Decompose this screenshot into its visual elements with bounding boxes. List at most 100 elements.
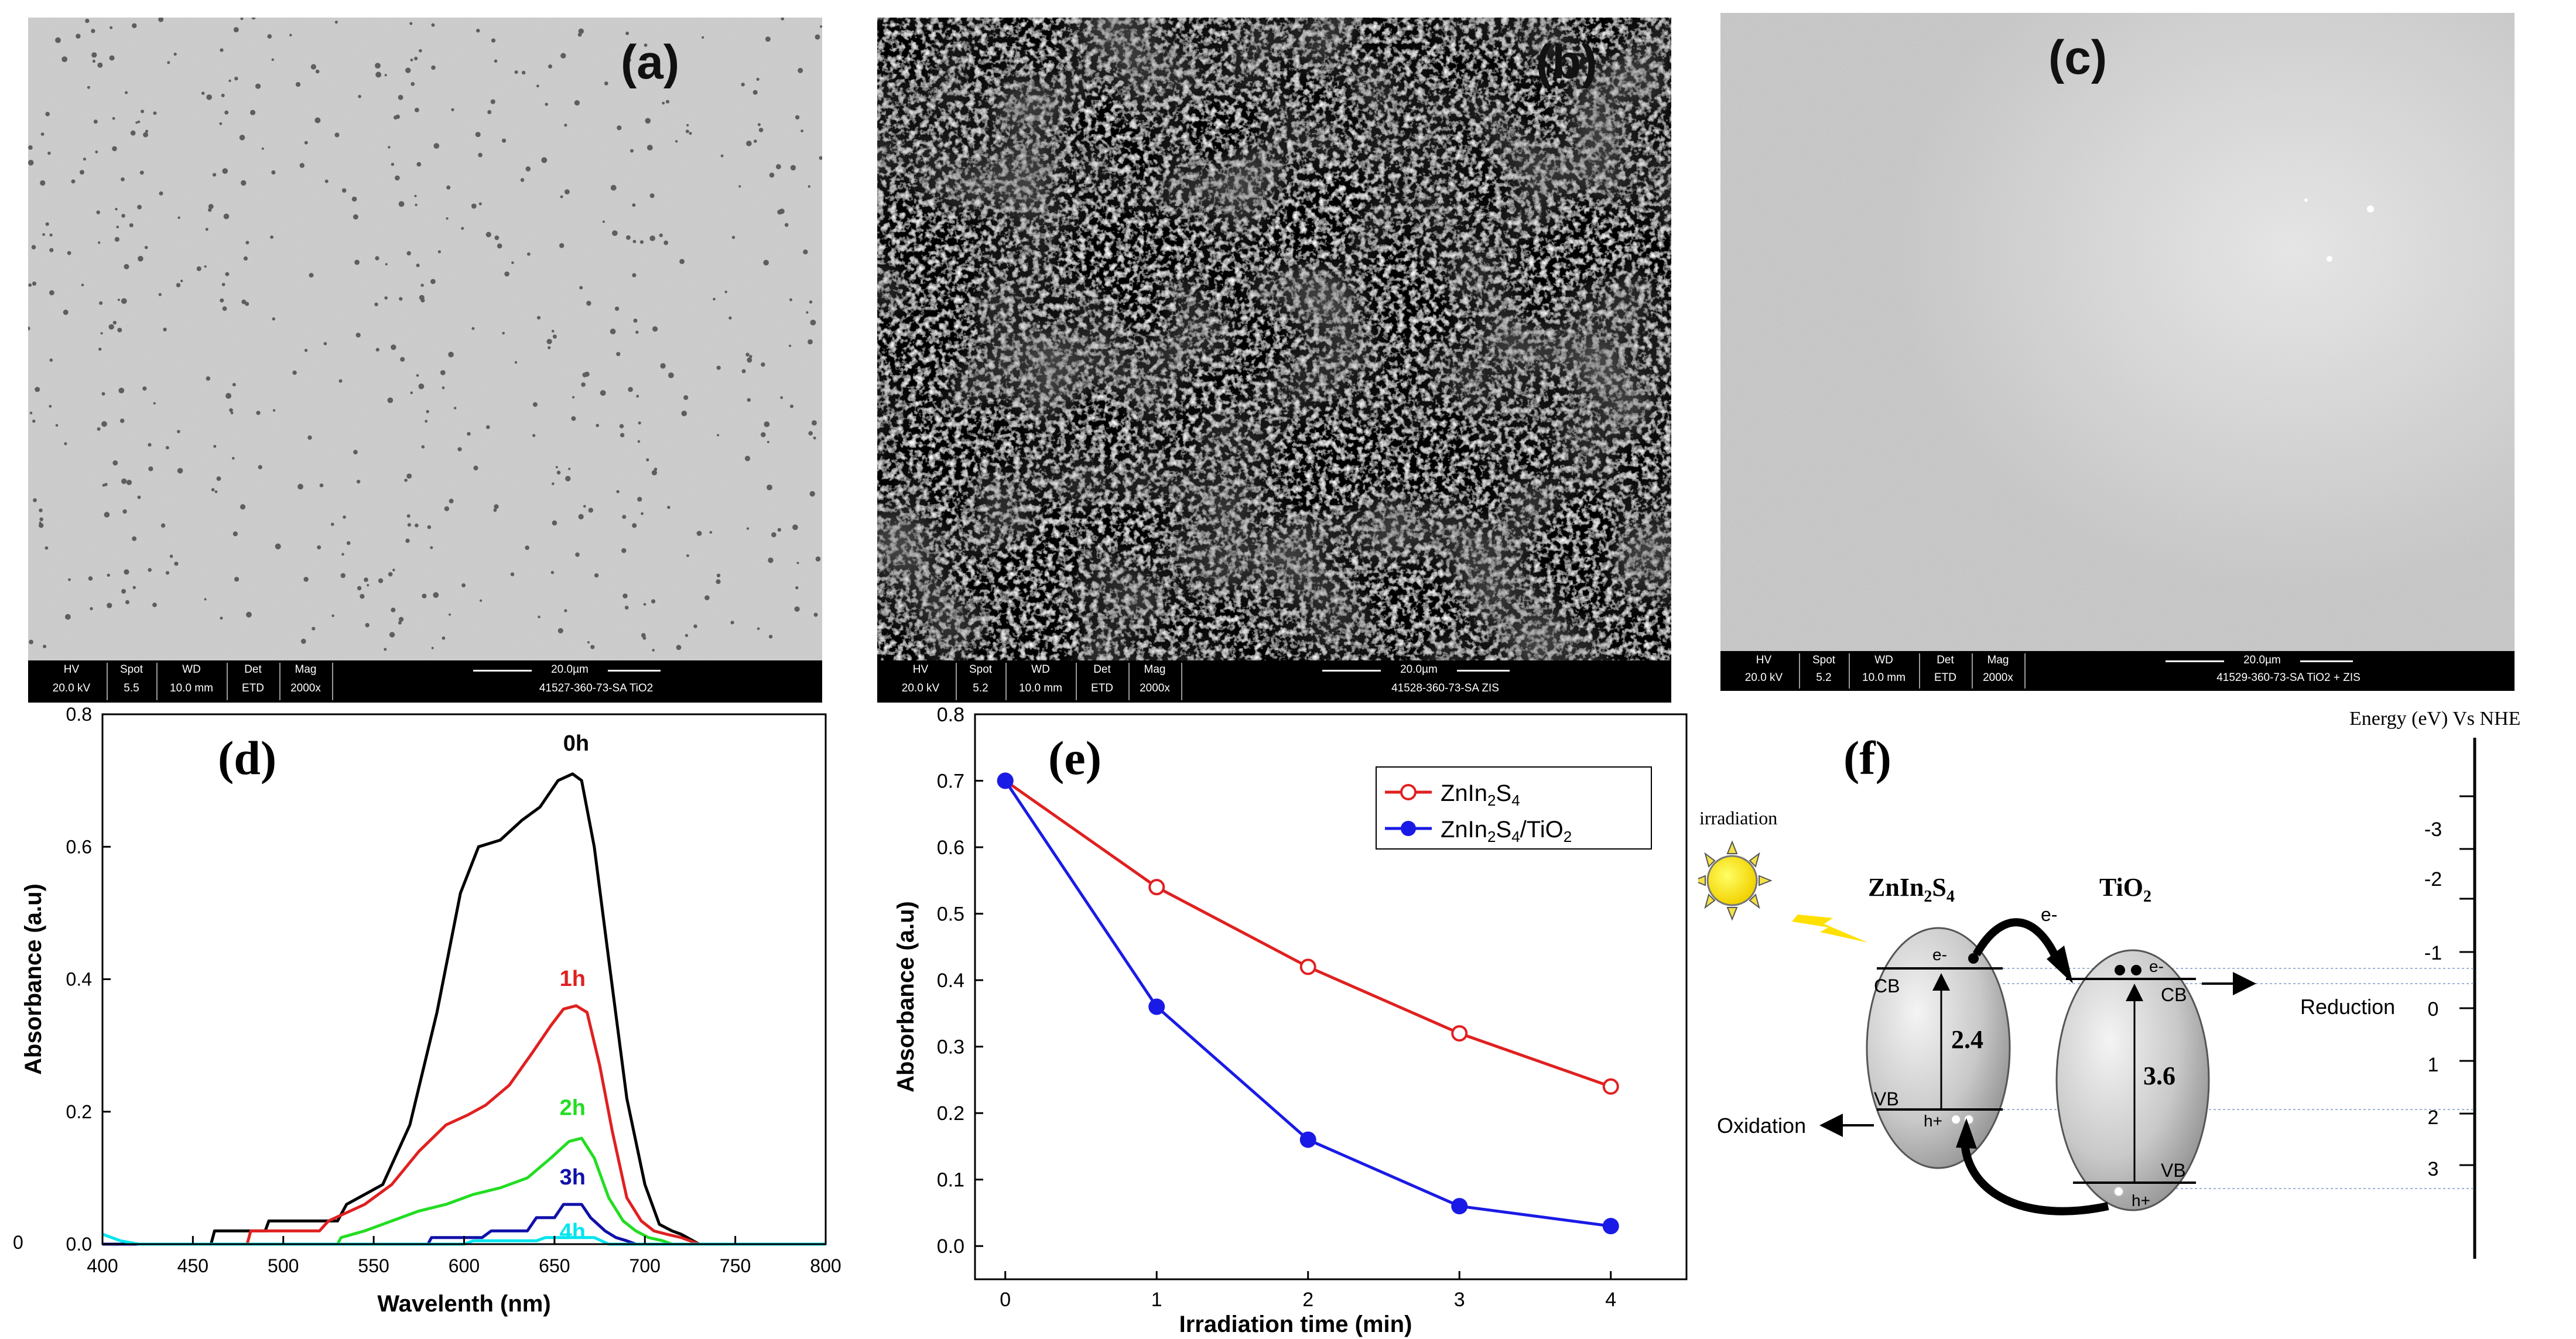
electron-transfer-label: e-: [2041, 904, 2057, 925]
tio2-title: TiO2: [2099, 873, 2151, 906]
data-point-composite: [1299, 1131, 1316, 1148]
energy-tick-1: 1: [2428, 1054, 2439, 1076]
series-label-4h: 4h: [560, 1220, 586, 1244]
scale-label: 20.0µm: [1381, 663, 1457, 677]
x-axis-label: Wavelenth (nm): [377, 1291, 550, 1317]
header-mag: Mag: [295, 663, 317, 676]
sem-databar-a: HV Spot WD Det Mag 20.0 kV 5.5 10.0 mm E…: [28, 660, 822, 703]
data-point-znin2s4: [1299, 958, 1316, 975]
series-line-4h: [102, 1232, 826, 1246]
sem-image-b: (b) HV Spot WD Det Mag 20.0 kV 5.2 10.0 …: [877, 18, 1671, 703]
plot-frame: [101, 713, 827, 1245]
header-spot: Spot: [969, 663, 993, 676]
header-spot: Spot: [1812, 654, 1836, 666]
electron-transfer-arrow: [1972, 918, 2062, 965]
sem-image-c: (c) HV Spot WD Det Mag 20.0 kV 5.2 10.0 …: [1720, 13, 2515, 691]
scale-label: 20.0µm: [532, 663, 608, 677]
energy-tick-m1: -1: [2424, 942, 2442, 964]
header-hv: HV: [912, 663, 929, 676]
data-point-znin2s4: [1148, 879, 1165, 896]
y-tick-label: 0.4: [66, 969, 92, 990]
data-point-composite: [1451, 1198, 1468, 1215]
reduction-label: Reduction: [2300, 995, 2395, 1019]
series-line-1h: [102, 1004, 826, 1246]
hole-transfer-arrowhead: [1956, 1118, 1977, 1149]
header-det: Det: [1937, 654, 1954, 666]
panel-label-f: (f): [1843, 731, 1891, 785]
band-energy-diagram: (f) Energy (eV) Vs NHE -3 -2 -1 0 1 2 3 …: [1698, 708, 2520, 1259]
series-label-3h: 3h: [560, 1165, 586, 1190]
value-wd: 10.0 mm: [1862, 672, 1906, 684]
y-tick-label: 0.3: [937, 1036, 964, 1059]
znin2s4-gap: 2.4: [1951, 1025, 1983, 1054]
data-point-composite: [1602, 1218, 1619, 1235]
legend-label-znin2s4: ZnIn2S4: [1441, 780, 1520, 809]
series-label-2h: 2h: [560, 1095, 586, 1120]
zis-electron-label: e-: [1932, 946, 1947, 964]
zis-hole-label: h+: [1924, 1112, 1942, 1130]
x-tick-label: 3: [1454, 1289, 1465, 1311]
znin2s4-title: ZnIn2S4: [1868, 873, 1955, 906]
tio2-vb-label: VB: [2161, 1160, 2186, 1181]
x-tick-label: 800: [810, 1255, 841, 1276]
tio2-electron: [2131, 965, 2141, 975]
y-tick-label: 0.5: [937, 903, 964, 926]
panel-label-c: (c): [2048, 31, 2108, 84]
series-line-3h: [102, 1203, 826, 1246]
sample-id: 41528-360-73-SA ZIS: [1391, 682, 1499, 694]
header-hv: HV: [1756, 654, 1772, 666]
y-tick-label: 0.6: [66, 836, 92, 857]
panel-label-d: (d): [218, 731, 276, 785]
header-det: Det: [1093, 663, 1111, 676]
x-tick-label: 2: [1302, 1289, 1313, 1311]
x-tick-label: 600: [449, 1255, 480, 1276]
znin2s4-cb-label: CB: [1874, 975, 1900, 996]
sem-micrograph-a: [28, 18, 822, 703]
value-hv: 20.0 kV: [52, 682, 91, 694]
legend: ZnIn2S4 ZnIn2S4/TiO2: [1376, 766, 1652, 850]
y-tick-label: 0.0: [937, 1235, 964, 1258]
panel-label-e: (e): [1048, 731, 1101, 785]
value-det: ETD: [1091, 682, 1113, 694]
x-tick-label: 650: [539, 1255, 570, 1276]
header-mag: Mag: [1144, 663, 1166, 676]
series-line-0h: [102, 772, 826, 1246]
y-tick-label: 0.8: [66, 704, 92, 725]
sample-id: 41529-360-73-SA TiO2 + ZIS: [2216, 672, 2361, 684]
x-tick-label: 550: [358, 1255, 389, 1276]
tio2-gap: 3.6: [2143, 1061, 2175, 1090]
oxidation-label: Oxidation: [1717, 1114, 1806, 1138]
sem-databar-c: HV Spot WD Det Mag 20.0 kV 5.2 10.0 mm E…: [1720, 651, 2515, 691]
y-axis-label: Absorbance (a.u): [20, 883, 46, 1075]
sem-micrograph-b: [877, 18, 1671, 703]
x-tick-label: 500: [268, 1255, 299, 1276]
plot-frame: [974, 713, 1688, 1280]
sample-id: 41527-360-73-SA TiO2: [539, 682, 654, 694]
legend-label-composite: ZnIn2S4/TiO2: [1441, 817, 1572, 845]
sem-image-a: (a) HV Spot WD Det Mag 20.0 kV 5.5 10.0 …: [28, 18, 822, 703]
lightning-icon: [1792, 915, 1868, 943]
y-tick-label: 0.4: [937, 970, 964, 992]
energy-tick-3: 3: [2428, 1158, 2439, 1180]
x-axis-label: Irradiation time (min): [1179, 1311, 1412, 1337]
series-label-1h: 1h: [560, 967, 586, 991]
value-spot: 5.2: [973, 682, 988, 694]
y-axis-label: Absorbance (a.u): [893, 901, 919, 1093]
header-spot: Spot: [119, 663, 143, 676]
legend-marker-composite: [1401, 821, 1416, 836]
tio2-electron-label: e-: [2149, 957, 2164, 975]
value-wd: 10.0 mm: [170, 682, 213, 694]
irradiation-label: irradiation: [1699, 807, 1777, 828]
hole-transfer-arrow: [1961, 1141, 2109, 1215]
energy-tick-2: 2: [2428, 1107, 2439, 1129]
value-mag: 2000x: [1140, 682, 1170, 694]
y-tick-label: 0.6: [937, 837, 964, 859]
sem-micrograph-c: [1720, 13, 2515, 691]
tio2-band-ellipse: [2055, 949, 2210, 1211]
energy-tick-m3: -3: [2424, 819, 2442, 841]
znin2s4-vb-label: VB: [1874, 1088, 1899, 1109]
x-tick-label: 400: [87, 1255, 118, 1276]
series-label-0h: 0h: [563, 731, 589, 756]
tio2-hole: [2113, 1186, 2124, 1197]
legend-box: [1376, 766, 1652, 850]
